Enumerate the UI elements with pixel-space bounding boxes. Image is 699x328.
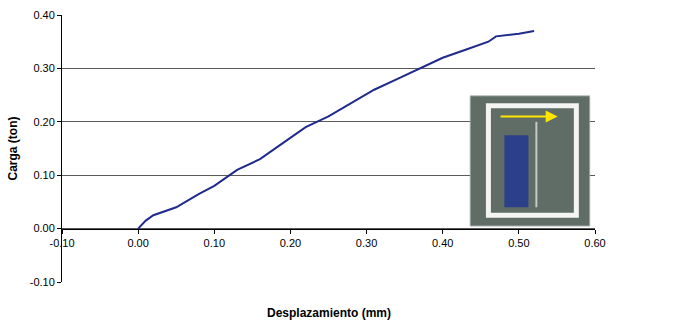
- svg-text:Desplazamiento (mm): Desplazamiento (mm): [267, 306, 391, 320]
- svg-text:0.00: 0.00: [33, 222, 54, 234]
- svg-text:0.50: 0.50: [508, 237, 529, 249]
- svg-text:0.10: 0.10: [33, 169, 54, 181]
- svg-text:Carga (ton): Carga (ton): [6, 117, 20, 181]
- svg-text:0.00: 0.00: [127, 237, 148, 249]
- svg-text:0.20: 0.20: [280, 237, 301, 249]
- svg-text:-0.10: -0.10: [49, 237, 74, 249]
- svg-text:0.30: 0.30: [356, 237, 377, 249]
- svg-text:0.40: 0.40: [432, 237, 453, 249]
- svg-text:0.10: 0.10: [204, 237, 225, 249]
- svg-text:0.60: 0.60: [584, 237, 605, 249]
- svg-text:0.40: 0.40: [33, 9, 54, 21]
- svg-text:-0.10: -0.10: [30, 276, 55, 288]
- svg-text:0.20: 0.20: [33, 116, 54, 128]
- svg-text:0.30: 0.30: [33, 62, 54, 74]
